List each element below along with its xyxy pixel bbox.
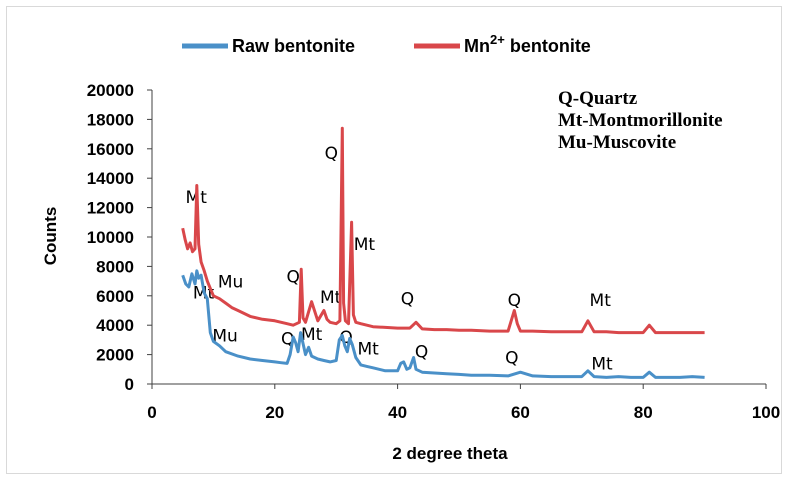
x-tick-label: 20: [265, 403, 284, 422]
x-tick-label: 80: [634, 403, 653, 422]
peak-annotation: Mt: [301, 325, 323, 345]
key-muscovite: Mu-Muscovite: [558, 132, 676, 153]
y-tick-label: 20000: [87, 81, 134, 100]
peak-annotation: Q: [505, 348, 518, 368]
y-tick-label: 10000: [87, 228, 134, 247]
y-axis-title: Counts: [41, 207, 60, 266]
peak-annotation: Mt: [590, 291, 612, 311]
chart-frame: [6, 6, 782, 474]
y-tick-label: 12000: [87, 199, 134, 218]
peak-annotation: Mu: [212, 326, 237, 346]
peak-annotation: Mu: [218, 273, 243, 293]
peak-key: Q-Quartz Mt-Montmorillonite Mu-Muscovite: [558, 88, 723, 153]
peak-annotation: Q: [287, 268, 300, 288]
peak-annotation: Mt: [320, 288, 342, 308]
series-raw-bentonite: [181, 269, 705, 379]
series-mn-bentonite: [181, 126, 705, 335]
x-axis-title: 2 degree theta: [392, 444, 508, 463]
peak-annotation: Mt: [354, 235, 376, 255]
key-montmorillonite: Mt-Montmorillonite: [558, 110, 723, 131]
peak-annotation: Mt: [357, 340, 379, 360]
y-tick-label: 0: [125, 375, 134, 394]
y-tick-label: 18000: [87, 110, 134, 129]
legend-label-mn: Mn2+ bentonite: [464, 32, 591, 56]
y-tick-label: 16000: [87, 140, 134, 159]
peak-annotation: Q: [508, 291, 521, 311]
peak-annotation: Mt: [591, 354, 613, 374]
x-tick-label: 100: [752, 403, 780, 422]
peak-annotation: Q: [415, 343, 428, 363]
y-tick-label: 8000: [96, 257, 134, 276]
peak-annotation: Q: [325, 144, 338, 164]
legend: Raw bentonite Mn2+ bentonite: [182, 32, 591, 56]
key-quartz: Q-Quartz: [558, 88, 638, 109]
legend-label-raw: Raw bentonite: [232, 36, 355, 56]
peak-annotation: Q: [401, 290, 414, 310]
y-tick-label: 14000: [87, 169, 134, 188]
x-tick-label: 0: [147, 403, 156, 422]
x-tick-label: 40: [388, 403, 407, 422]
x-tick-label: 60: [511, 403, 530, 422]
y-tick-label: 2000: [96, 346, 134, 365]
y-tick-label: 6000: [96, 287, 134, 306]
y-tick-label: 4000: [96, 316, 134, 335]
